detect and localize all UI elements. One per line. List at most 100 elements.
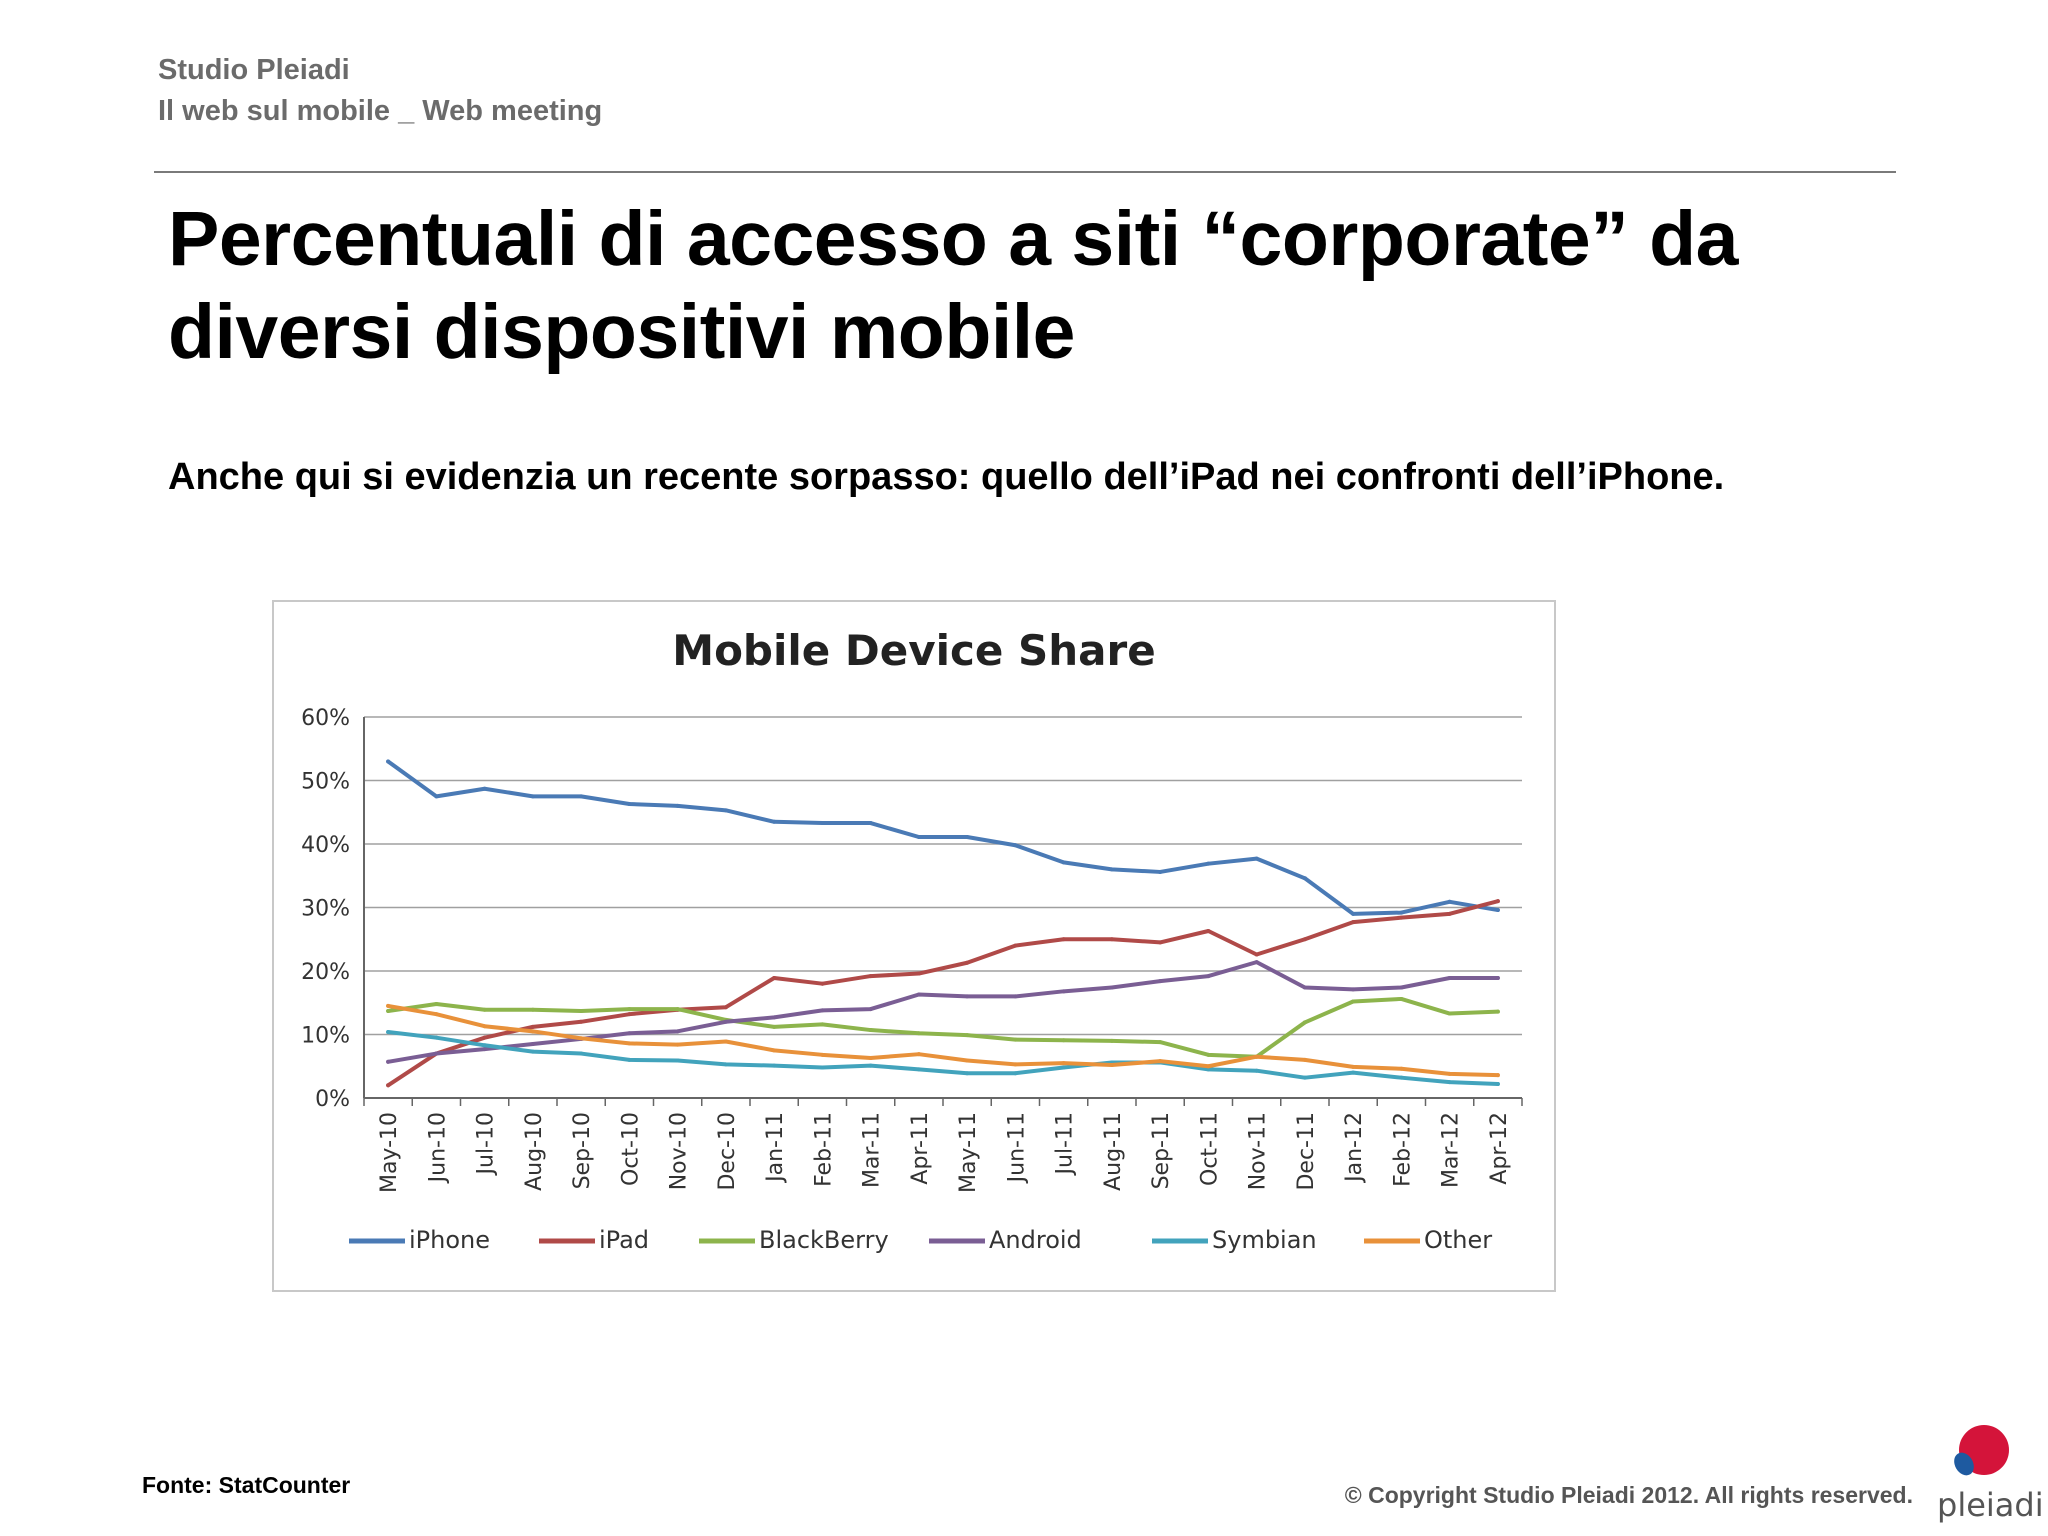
data-point-symbian — [1061, 1065, 1066, 1070]
data-point-ipad — [723, 1005, 728, 1010]
data-point-iphone — [386, 759, 391, 764]
data-point-android — [1013, 994, 1018, 999]
data-point-iphone — [1399, 910, 1404, 915]
y-tick-label: 50% — [301, 770, 350, 795]
data-point-ipad — [386, 1083, 391, 1088]
x-tick-label: Mar-11 — [860, 1112, 885, 1188]
data-point-blackberry — [1061, 1038, 1066, 1043]
y-tick-label: 40% — [301, 833, 350, 858]
data-point-other — [723, 1039, 728, 1044]
data-point-iphone — [1061, 860, 1066, 865]
data-point-ipad — [1447, 911, 1452, 916]
data-point-blackberry — [868, 1028, 873, 1033]
data-point-blackberry — [1399, 996, 1404, 1001]
series-line-iphone — [386, 759, 1500, 916]
data-point-symbian — [820, 1065, 825, 1070]
data-point-android — [1109, 985, 1114, 990]
y-tick-label: 10% — [301, 1024, 350, 1049]
series-line-blackberry — [386, 996, 1500, 1059]
data-point-symbian — [1351, 1070, 1356, 1075]
x-tick-label: Jan-12 — [1342, 1112, 1367, 1184]
y-tick-label: 30% — [301, 897, 350, 922]
x-tick-label: Mar-12 — [1439, 1112, 1464, 1188]
legend-label-android: Android — [989, 1226, 1082, 1254]
data-point-android — [965, 994, 970, 999]
data-point-symbian — [1399, 1075, 1404, 1080]
data-point-android — [1206, 974, 1211, 979]
data-point-ipad — [868, 974, 873, 979]
data-point-android — [916, 992, 921, 997]
data-point-iphone — [1158, 869, 1163, 874]
data-point-ipad — [1206, 928, 1211, 933]
data-point-blackberry — [1013, 1037, 1018, 1042]
data-point-other — [1109, 1062, 1114, 1067]
data-point-blackberry — [579, 1009, 584, 1014]
logo-text: pleiadi — [1937, 1486, 2044, 1524]
x-tick-label: Aug-10 — [522, 1112, 547, 1191]
data-point-other — [1399, 1066, 1404, 1071]
data-point-other — [1061, 1061, 1066, 1066]
data-point-blackberry — [1302, 1020, 1307, 1025]
data-point-ipad — [1013, 943, 1018, 948]
data-point-other — [965, 1058, 970, 1063]
series-line-ipad — [386, 899, 1500, 1088]
data-point-iphone — [820, 821, 825, 826]
data-point-iphone — [916, 835, 921, 840]
legend-label-iphone: iPhone — [409, 1226, 490, 1254]
data-point-iphone — [1013, 843, 1018, 848]
x-tick-label: Aug-11 — [1101, 1112, 1126, 1191]
data-point-android — [1302, 985, 1307, 990]
data-point-symbian — [1495, 1082, 1500, 1087]
data-point-blackberry — [965, 1033, 970, 1038]
x-tick-label: Jul-10 — [474, 1112, 499, 1176]
slide-title: Percentuali di accesso a siti “corporate… — [168, 196, 1738, 375]
slide-subtitle: Anche qui si evidenzia un recente sorpas… — [168, 456, 1725, 498]
data-point-symbian — [1254, 1068, 1259, 1073]
data-point-symbian — [675, 1058, 680, 1063]
y-tick-label: 20% — [301, 960, 350, 985]
header-divider — [154, 171, 1896, 173]
data-point-android — [675, 1029, 680, 1034]
data-point-ipad — [579, 1019, 584, 1024]
data-point-other — [1351, 1064, 1356, 1069]
x-tick-label: Jun-10 — [425, 1112, 450, 1184]
legend-label-blackberry: BlackBerry — [759, 1226, 889, 1254]
data-point-blackberry — [386, 1009, 391, 1014]
data-point-other — [675, 1042, 680, 1047]
legend-label-symbian: Symbian — [1212, 1226, 1317, 1254]
x-tick-label: Sep-10 — [570, 1112, 595, 1189]
x-tick-label: Oct-10 — [618, 1112, 643, 1186]
data-point-other — [1206, 1064, 1211, 1069]
data-point-blackberry — [1158, 1040, 1163, 1045]
data-point-symbian — [1013, 1071, 1018, 1076]
x-tick-label: Feb-11 — [811, 1112, 836, 1187]
y-tick-label: 60% — [301, 706, 350, 731]
data-point-blackberry — [1351, 999, 1356, 1004]
data-point-symbian — [916, 1067, 921, 1072]
data-point-symbian — [1302, 1075, 1307, 1080]
data-point-iphone — [1351, 911, 1356, 916]
data-point-android — [1254, 960, 1259, 965]
data-point-blackberry — [530, 1007, 535, 1012]
x-tick-label: Nov-10 — [667, 1112, 692, 1190]
data-point-other — [1495, 1073, 1500, 1078]
data-point-android — [1351, 987, 1356, 992]
data-point-android — [1061, 989, 1066, 994]
x-tick-label: Nov-11 — [1246, 1112, 1271, 1190]
data-point-iphone — [434, 794, 439, 799]
data-point-symbian — [772, 1063, 777, 1068]
data-point-other — [1013, 1062, 1018, 1067]
data-point-android — [530, 1042, 535, 1047]
x-tick-label: Oct-11 — [1197, 1112, 1222, 1186]
data-point-other — [627, 1041, 632, 1046]
data-point-iphone — [1447, 899, 1452, 904]
data-point-blackberry — [675, 1007, 680, 1012]
data-point-symbian — [965, 1071, 970, 1076]
data-point-iphone — [579, 794, 584, 799]
data-point-android — [1447, 975, 1452, 980]
pleiadi-logo-icon — [1954, 1425, 2009, 1476]
legend-label-other: Other — [1424, 1226, 1492, 1254]
data-point-iphone — [482, 786, 487, 791]
y-tick-label: 0% — [315, 1087, 350, 1112]
series-line-other — [386, 1003, 1500, 1078]
